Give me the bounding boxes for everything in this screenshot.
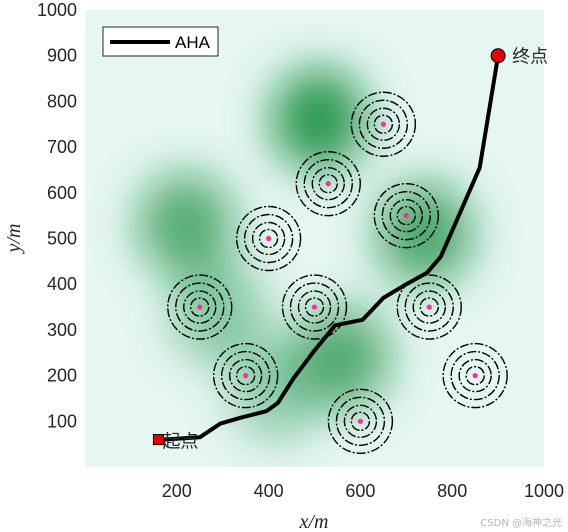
threat-ring-7-2	[228, 358, 263, 393]
start-marker	[152, 434, 164, 446]
threat-ring-2-0	[373, 182, 439, 249]
threat-ring-9-1	[335, 396, 386, 446]
threat-ring-9-0	[327, 388, 394, 454]
y-tick-400: 400	[47, 274, 77, 294]
x-tick-800: 800	[437, 481, 467, 501]
threat-ring-8-1	[450, 350, 500, 401]
threat-ring-5-3	[304, 297, 325, 317]
series-line-aha	[158, 55, 501, 442]
y-tick-800: 800	[47, 91, 77, 111]
y-tick-600: 600	[47, 183, 77, 203]
x-tick-600: 600	[345, 481, 375, 501]
threat-ring-3-1	[243, 213, 294, 264]
threat-ring-5-1	[289, 282, 340, 332]
threat-ring-6-0	[396, 274, 462, 340]
threat-4	[167, 274, 233, 340]
threat-1	[295, 150, 361, 217]
endpoints	[152, 48, 506, 446]
threat-ring-4-1	[175, 282, 225, 332]
threat-ring-3-3	[258, 228, 279, 249]
threat-ring-2-3	[396, 205, 416, 226]
threat-center-6	[426, 304, 432, 310]
threat-areas	[167, 91, 508, 454]
threat-center-4	[197, 304, 203, 310]
y-axis-ticks: 100 200 300 400 500 600 700 800 900 1000	[37, 0, 77, 431]
threat-ring-8-2	[458, 358, 492, 393]
threat-ring-2-1	[381, 190, 431, 241]
threat-ring-3-2	[251, 221, 286, 256]
threat-center-8	[472, 373, 478, 379]
y-tick-900: 900	[47, 46, 77, 66]
threat-ring-1-2	[311, 166, 345, 201]
threat-center-7	[243, 373, 249, 379]
y-tick-500: 500	[47, 229, 77, 249]
threat-ring-0-3	[373, 114, 394, 134]
threat-ring-8-0	[442, 342, 508, 409]
threat-8	[442, 342, 508, 409]
threat-ring-6-3	[419, 297, 439, 317]
start-label: 起点	[162, 432, 198, 453]
y-tick-300: 300	[47, 320, 77, 340]
threat-0	[350, 91, 417, 157]
threat-ring-7-1	[220, 350, 271, 401]
aha-path	[158, 55, 501, 442]
y-tick-100: 100	[47, 411, 77, 431]
threat-ring-5-0	[281, 274, 348, 340]
end-label: 终点	[512, 47, 548, 68]
threat-ring-9-2	[343, 404, 378, 438]
x-axis-ticks: 200 400 600 800 1000	[162, 481, 564, 501]
threat-ring-1-0	[295, 150, 361, 217]
threat-ring-0-2	[366, 107, 401, 141]
terrain-peak-1	[137, 172, 234, 277]
threat-ring-7-3	[235, 365, 256, 386]
threat-5	[281, 274, 348, 340]
watermark: CSDN @海神之光	[480, 518, 562, 529]
threat-ring-7-0	[212, 342, 279, 409]
threat-center-5	[311, 304, 318, 310]
threat-ring-9-3	[350, 411, 371, 431]
end-marker	[490, 48, 506, 64]
threat-ring-8-3	[465, 365, 485, 386]
x-tick-1000: 1000	[524, 481, 564, 501]
x-tick-400: 400	[254, 481, 284, 501]
threat-7	[212, 342, 279, 409]
threat-ring-4-0	[167, 274, 233, 340]
x-tick-200: 200	[162, 481, 192, 501]
y-tick-700: 700	[47, 137, 77, 157]
threat-2	[373, 182, 439, 249]
threat-ring-0-1	[358, 99, 409, 149]
threat-center-9	[357, 418, 363, 424]
threat-ring-3-0	[235, 205, 302, 272]
threat-ring-5-2	[297, 290, 332, 324]
threat-9	[327, 388, 394, 454]
threat-ring-6-2	[412, 290, 446, 324]
y-axis-label: y/m	[3, 224, 25, 255]
x-axis-label: x/m	[299, 511, 329, 532]
threat-ring-6-1	[404, 282, 454, 332]
threat-center-3	[266, 235, 272, 242]
threat-center-2	[403, 213, 409, 219]
threat-6	[396, 274, 462, 340]
legend: AHA	[102, 26, 219, 57]
threat-ring-4-2	[183, 290, 217, 324]
threat-ring-2-2	[389, 198, 423, 233]
threat-center-0	[380, 121, 386, 127]
threat-ring-4-3	[190, 297, 210, 317]
threat-3	[235, 205, 302, 272]
terrain-peak-4	[170, 259, 267, 364]
threat-ring-1-1	[303, 158, 353, 209]
threat-ring-0-0	[350, 91, 417, 157]
threat-ring-1-3	[318, 173, 338, 194]
terrain-peak-0	[271, 67, 368, 172]
threat-center-1	[325, 181, 331, 187]
legend-label-aha: AHA	[175, 33, 211, 52]
y-tick-200: 200	[47, 366, 77, 386]
y-tick-1000: 1000	[37, 0, 77, 20]
